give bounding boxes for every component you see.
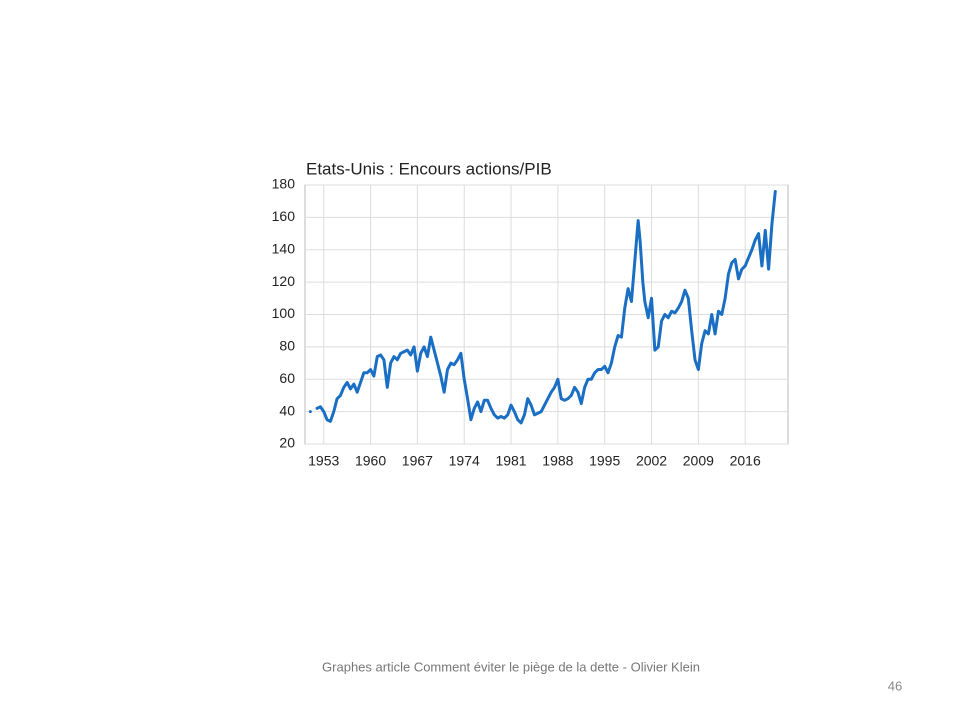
x-tick-label: 2002 <box>636 453 667 469</box>
page-number: 46 <box>888 678 902 693</box>
x-tick-label: 2016 <box>730 453 761 469</box>
x-tick-label: 1967 <box>402 453 433 469</box>
x-tick-label: 1953 <box>308 453 339 469</box>
x-tick-label: 1974 <box>449 453 480 469</box>
y-tick-label: 180 <box>272 176 296 192</box>
y-tick-label: 20 <box>279 435 295 451</box>
x-tick-label: 1981 <box>495 453 526 469</box>
y-tick-label: 140 <box>272 240 296 256</box>
x-tick-label: 1960 <box>355 453 386 469</box>
x-tick-label: 1995 <box>589 453 620 469</box>
y-tick-label: 160 <box>272 208 296 224</box>
footer: Graphes article Comment éviter le piège … <box>322 659 700 674</box>
y-tick-label: 120 <box>272 273 296 289</box>
y-tick-label: 80 <box>279 338 295 354</box>
x-tick-label: 1988 <box>542 453 573 469</box>
y-tick-label: 60 <box>279 370 295 386</box>
y-tick-label: 40 <box>279 402 295 418</box>
x-tick-label: 2009 <box>683 453 714 469</box>
y-tick-label: 100 <box>272 305 296 321</box>
data-line <box>308 189 777 425</box>
chart-title: Etats-Unis : Encours actions/PIB <box>306 159 552 178</box>
